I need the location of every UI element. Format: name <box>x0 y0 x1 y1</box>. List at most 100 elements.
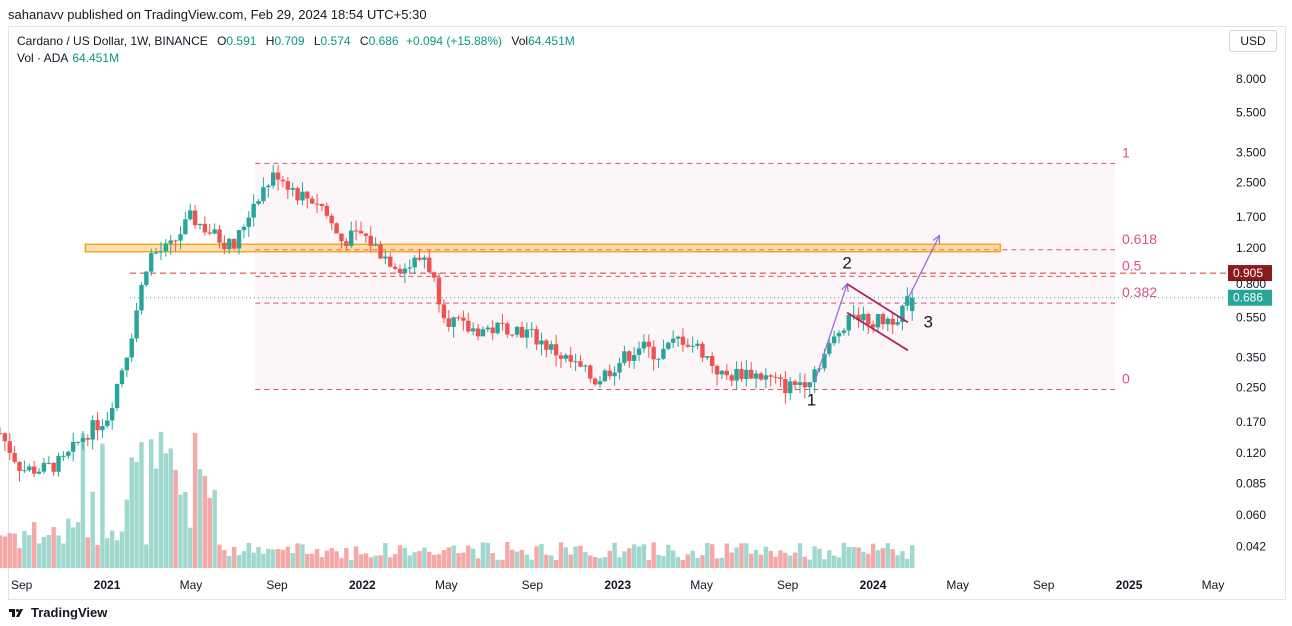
vol-label: Vol <box>511 34 529 48</box>
candle-body <box>812 369 817 383</box>
candle-body <box>685 344 691 347</box>
candle-body <box>139 284 144 311</box>
candle-body <box>266 185 271 188</box>
chart-frame[interactable] <box>8 26 1286 600</box>
volume-bar <box>173 469 178 568</box>
volume-bar <box>480 542 486 568</box>
volume-bar <box>197 469 203 568</box>
volume-layer <box>0 431 915 568</box>
volume-bar <box>739 543 744 568</box>
volume-bar <box>314 548 320 568</box>
volume-bar <box>597 558 603 568</box>
candle-body <box>646 341 651 347</box>
price-tick-label: 3.500 <box>1236 146 1266 160</box>
candle-body <box>378 244 383 259</box>
candle-body <box>466 320 471 332</box>
candle-body <box>709 356 715 366</box>
candle-body <box>656 358 661 360</box>
time-tick-label: Sep <box>11 578 33 592</box>
candle-body <box>573 361 578 363</box>
candle-body <box>388 256 393 267</box>
volume-bar <box>792 552 798 568</box>
candle-body <box>373 244 378 246</box>
price-tick-label: 0.350 <box>1236 351 1266 365</box>
volume-bar <box>505 542 510 568</box>
vol-value: 64.451M <box>528 34 575 48</box>
volume-bar <box>466 545 471 568</box>
volume-bar <box>36 543 42 568</box>
volume-bar <box>90 491 95 568</box>
volume-bar <box>831 555 837 568</box>
candle-body <box>875 314 881 328</box>
candle-body <box>158 251 164 253</box>
volume-bar <box>119 531 125 568</box>
volume-bar <box>251 552 256 568</box>
candle-body <box>451 317 456 327</box>
volume-bar <box>666 544 671 568</box>
candle-body <box>153 252 159 254</box>
wave-label: 1 <box>807 390 816 409</box>
volume-bar <box>300 544 305 568</box>
volume-bar <box>846 546 851 568</box>
flag-channel-line <box>846 311 909 352</box>
time-tick-label: May <box>1202 578 1225 592</box>
drawings-layer: 1 2 3 <box>807 234 941 409</box>
candle-body <box>95 420 100 431</box>
candle-body <box>749 369 754 379</box>
volume-bar <box>378 555 383 568</box>
candle-body <box>109 407 115 421</box>
resistance-zone <box>84 243 1002 253</box>
candle-body <box>480 329 486 337</box>
candle-body <box>627 351 632 362</box>
volume-bar <box>866 553 871 568</box>
candle-body <box>280 179 286 182</box>
volume-bar <box>588 555 593 568</box>
volume-bar <box>670 550 676 568</box>
horizontal-levels: 0.905 0.686 <box>130 265 1272 306</box>
volume-legend: Vol · ADA 64.451M <box>17 51 119 65</box>
currency-button[interactable]: USD <box>1229 30 1277 52</box>
volume-bar <box>41 536 47 568</box>
volume-bar <box>163 453 169 568</box>
volume-bar <box>783 552 788 568</box>
price-level-tag-label: 0.905 <box>1233 266 1263 280</box>
volume-bar <box>105 538 110 568</box>
candle-body <box>149 253 154 272</box>
volume-bar <box>851 547 856 568</box>
volume-bar <box>309 553 315 568</box>
candle-body <box>588 365 593 379</box>
candle-body <box>2 433 8 442</box>
candle-body <box>500 322 505 324</box>
volume-bar <box>388 557 393 568</box>
volume-bar <box>529 559 534 568</box>
volume-bar <box>134 461 139 568</box>
candle-body <box>700 343 705 358</box>
volume-bar <box>31 522 37 568</box>
volume-bar <box>158 431 164 568</box>
candle-body <box>505 323 510 335</box>
trend-arrow <box>814 283 848 381</box>
flag-channel-line <box>846 283 909 324</box>
volume-bar <box>109 530 115 568</box>
fib-shade <box>255 163 1115 390</box>
tradingview-logo[interactable]: TradingView <box>8 605 107 620</box>
volume-bar <box>539 543 544 568</box>
volume-bar <box>66 518 71 568</box>
candle-body <box>534 329 539 345</box>
volume-bar <box>329 548 334 568</box>
low-value: 0.574 <box>320 34 351 48</box>
candle-body <box>256 201 261 204</box>
volume-bar <box>407 555 412 568</box>
candle-body <box>695 343 700 346</box>
volume-bar <box>339 558 344 568</box>
volume-bar <box>861 551 866 568</box>
candle-body <box>339 233 344 242</box>
candle-body <box>12 452 17 462</box>
volume-bar <box>324 550 330 568</box>
candle-body <box>17 461 22 471</box>
candle-body <box>690 345 695 347</box>
candle-body <box>41 462 47 472</box>
volume-bar <box>519 549 525 568</box>
volume-bar <box>392 554 398 568</box>
